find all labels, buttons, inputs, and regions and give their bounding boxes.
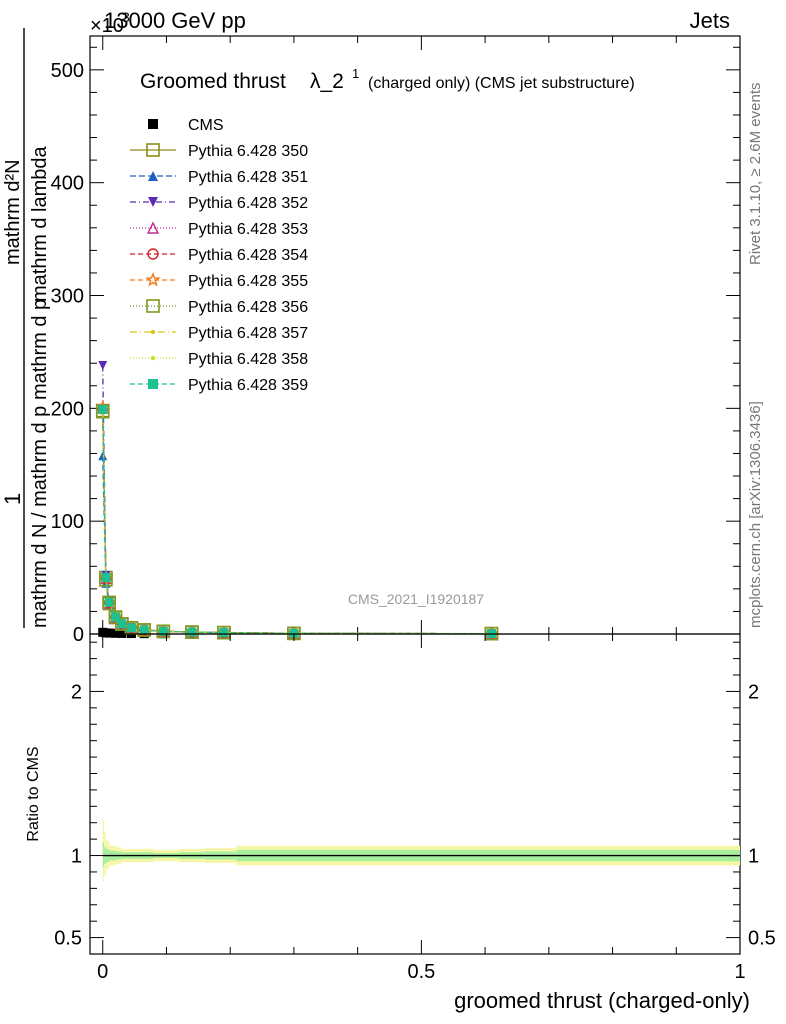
main-ytick-label: 0 [73, 624, 84, 646]
ratio-band-group [102, 819, 740, 882]
title-lambda: λ_2 [310, 70, 344, 93]
main-ytick-label: 400 [51, 173, 84, 195]
data-point [98, 360, 108, 370]
ratio-y-label: Ratio to CMS [25, 746, 42, 841]
data-point [289, 628, 299, 638]
data-point [158, 626, 168, 636]
main-y-axis-label: 1 mathrm d²N mathrm d N / mathrm d p mat… [0, 28, 51, 628]
data-point [98, 451, 108, 461]
y-label-numerator: mathrm d²N [2, 159, 24, 265]
exponent-prefix: ×10 [90, 15, 124, 37]
legend-label: Pythia 6.428 354 [188, 247, 308, 264]
y-label-denominator-line2: mathrm d p [29, 299, 51, 400]
legend-entry: Pythia 6.428 358 [130, 351, 308, 368]
legend-label: Pythia 6.428 350 [188, 143, 308, 160]
main-ytick-label: 200 [51, 398, 84, 420]
main-axis-ticks: 0 100 200 300 400 500 [51, 36, 741, 646]
ratio-ytick-label: 2 [71, 681, 82, 703]
legend: CMS Pythia 6.428 350 Pythia 6.428 351 Pythi… [130, 117, 308, 394]
data-point [219, 628, 229, 638]
series-line [102, 455, 492, 635]
legend-label: Pythia 6.428 352 [188, 195, 308, 212]
category-label: Jets [690, 8, 730, 33]
data-point [104, 628, 114, 638]
data-point [117, 619, 127, 629]
legend-label: Pythia 6.428 356 [188, 299, 308, 316]
x-axis-label: groomed thrust (charged-only) [454, 988, 750, 1013]
main-ytick-label: 100 [51, 511, 84, 533]
ratio-plot-frame [89, 633, 741, 955]
title-sup: 1 [352, 66, 359, 81]
legend-entry: CMS [148, 117, 224, 134]
data-point [126, 623, 136, 633]
xtick-label: 0.5 [407, 961, 435, 983]
xtick-label: 0 [97, 961, 108, 983]
title-main: Groomed thrust [140, 70, 286, 93]
data-point [110, 612, 120, 622]
data-point [110, 628, 120, 638]
legend-marker [150, 329, 156, 335]
legend-label: Pythia 6.428 351 [188, 169, 308, 186]
legend-label: Pythia 6.428 358 [188, 351, 308, 368]
data-point [187, 627, 197, 637]
ratio-band-inner [102, 842, 105, 868]
legend-entry: Pythia 6.428 356 [130, 299, 308, 316]
legend-entry: Pythia 6.428 350 [130, 143, 308, 160]
y-label-denominator-line1: mathrm d N / mathrm d p [29, 406, 51, 628]
legend-label: Pythia 6.428 359 [188, 377, 308, 394]
title-sub: (charged only) (CMS jet substructure) [368, 75, 635, 92]
legend-marker [146, 299, 160, 313]
ratio-ytick-label: 0.5 [54, 928, 82, 950]
legend-entry: Pythia 6.428 352 [130, 195, 308, 212]
legend-entry: Pythia 6.428 359 [130, 377, 308, 394]
ratio-ytick-label-right: 2 [748, 681, 759, 703]
ratio-axis-ticks: 0.5 0.51 12 20 0.5 1 [54, 634, 776, 983]
analysis-watermark: CMS_2021_I1920187 [348, 591, 484, 607]
legend-marker [148, 197, 158, 207]
legend-marker [150, 355, 156, 361]
ratio-ytick-label-right: 0.5 [748, 928, 776, 950]
rivet-label: Rivet 3.1.10, ≥ 2.6M events [747, 83, 764, 266]
legend-marker [146, 221, 160, 234]
legend-label: Pythia 6.428 357 [188, 325, 308, 342]
series-pythia-6-428-359 [98, 404, 496, 639]
ratio-ytick-label-right: 1 [748, 846, 759, 868]
main-ytick-label: 300 [51, 286, 84, 308]
energy-label: 13000 GeV pp [104, 8, 246, 33]
data-point [139, 625, 149, 635]
exponent-power: 3 [122, 9, 130, 25]
main-ytick-label: 500 [51, 60, 84, 82]
mcplots-label: mcplots.cern.ch [arXiv:1306.3436] [747, 401, 764, 628]
plot-title: Groomed thrust λ_2 1 (charged only) (CMS… [140, 66, 635, 93]
legend-marker [147, 248, 159, 260]
legend-entry: Pythia 6.428 354 [130, 247, 308, 264]
data-point [101, 573, 111, 583]
legend-marker [148, 171, 158, 181]
legend-label: Pythia 6.428 353 [188, 221, 308, 238]
legend-marker [148, 379, 158, 389]
legend-marker [145, 272, 161, 287]
legend-entry: Pythia 6.428 353 [130, 221, 308, 238]
legend-entry: Pythia 6.428 355 [130, 272, 308, 290]
legend-marker [148, 119, 158, 129]
ratio-ytick-label: 1 [71, 846, 82, 868]
legend-label: Pythia 6.428 355 [188, 273, 308, 290]
legend-entry: Pythia 6.428 351 [130, 169, 308, 186]
legend-marker [146, 143, 160, 157]
y-label-denominator-line3: mathrm d lambda [29, 146, 51, 302]
series-pythia-6-428-351 [98, 451, 496, 639]
data-point [98, 404, 108, 414]
y-label-top: 1 [0, 493, 25, 505]
data-point [104, 597, 114, 607]
legend-label: CMS [188, 117, 224, 134]
xtick-label: 1 [734, 961, 745, 983]
legend-entry: Pythia 6.428 357 [130, 325, 308, 342]
